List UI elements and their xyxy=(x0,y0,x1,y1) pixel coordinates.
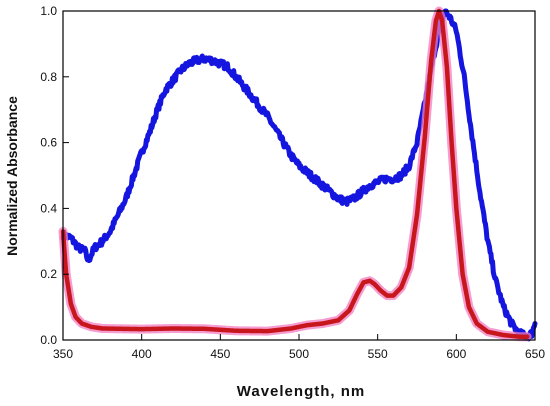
x-axis: 350 400 450 500 550 600 650 xyxy=(53,334,545,361)
y-tick-label: 0.4 xyxy=(40,201,57,215)
y-tick-label: 0.8 xyxy=(40,70,57,84)
y-axis-title: Normalized Absorbance xyxy=(4,96,20,256)
series-1-line xyxy=(60,8,530,339)
series-layer xyxy=(58,6,538,342)
y-axis: 0.0 0.2 0.4 0.6 0.8 1.0 xyxy=(40,4,69,347)
y-tick-label: 1.0 xyxy=(40,4,57,18)
x-tick-label: 550 xyxy=(368,347,388,361)
x-axis-title: Wavelength, nm xyxy=(237,383,365,400)
x-tick-label: 500 xyxy=(289,347,309,361)
y-tick-label: 0.0 xyxy=(40,333,57,347)
y-tick-label: 0.2 xyxy=(40,267,57,281)
x-tick-label: 450 xyxy=(210,347,230,361)
x-tick-label: 650 xyxy=(525,347,545,361)
x-tick-label: 400 xyxy=(132,347,152,361)
series-0-line xyxy=(60,8,538,342)
y-tick-label: 0.6 xyxy=(40,136,57,150)
x-tick-label: 600 xyxy=(446,347,466,361)
x-tick-label: 350 xyxy=(53,347,73,361)
